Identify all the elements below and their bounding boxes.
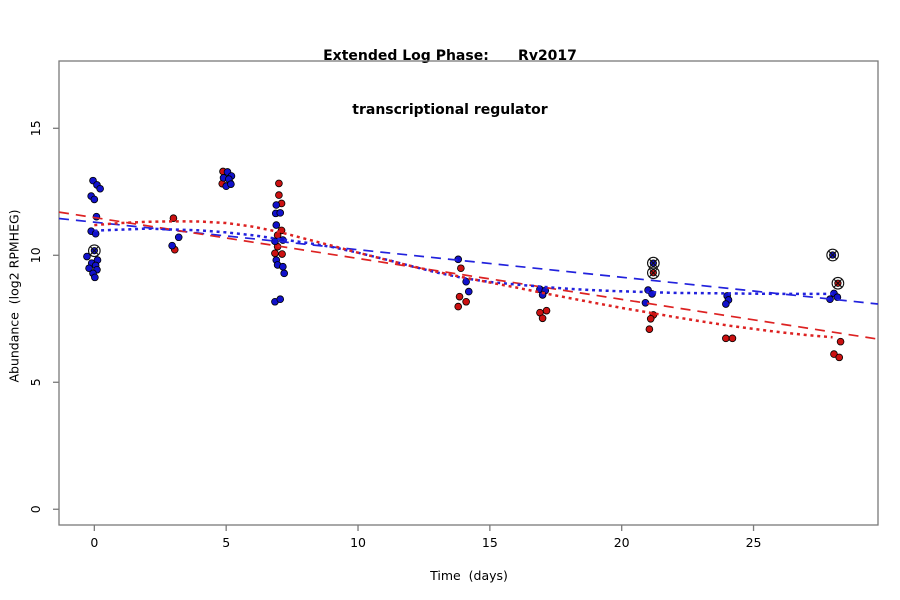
chart-title-line2: transcriptional regulator: [352, 102, 548, 118]
blue-data-point: [85, 264, 93, 273]
flag-circle-icon: [826, 248, 839, 262]
red-data-point: [454, 302, 463, 311]
flag-x-icon: [648, 258, 658, 268]
flag-x-icon: [828, 250, 838, 260]
blue-data-point: [272, 201, 281, 209]
y-tick-label: 10: [28, 247, 43, 263]
red-data-point: [455, 292, 464, 301]
red-dashed-linear-fit: [58, 211, 879, 340]
red-data-point: [275, 191, 283, 199]
blue-data-point: [83, 252, 91, 261]
x-tick-label: 25: [746, 535, 762, 550]
plot-box: [58, 60, 879, 526]
blue-data-point: [276, 295, 285, 304]
red-data-point: [278, 250, 286, 258]
blue-data-point: [168, 241, 176, 250]
flag-circle-icon: [646, 266, 660, 280]
blue-data-point: [90, 195, 99, 204]
y-tick-label: 15: [28, 120, 43, 136]
x-tick-label: 5: [222, 535, 230, 550]
blue-data-point: [272, 221, 281, 229]
red-data-point: [728, 334, 737, 343]
red-data-point: [538, 314, 547, 323]
red-data-point: [646, 314, 655, 323]
blue-data-point: [276, 209, 285, 217]
flag-circle-icon: [87, 244, 101, 258]
flag-x-icon: [89, 246, 99, 256]
x-tick-label: 20: [614, 535, 630, 550]
red-data-point: [275, 179, 283, 188]
red-data-point: [462, 297, 470, 306]
red-dotted-smooth-fit: [94, 220, 833, 339]
flag-circle-icon: [646, 256, 660, 270]
blue-data-point: [464, 287, 473, 296]
red-data-point: [722, 334, 730, 343]
chart-title: Extended Log Phase: Rv2017 transcription…: [0, 11, 900, 155]
red-data-point: [645, 325, 654, 333]
chart-title-line1: Extended Log Phase: Rv2017: [323, 48, 577, 64]
flag-x-icon: [648, 268, 658, 278]
red-data-point: [542, 306, 551, 315]
flag-x-icon: [833, 278, 843, 288]
red-data-point: [836, 337, 845, 346]
blue-data-point: [96, 184, 104, 193]
x-tick-label: 0: [90, 535, 98, 550]
x-tick-label: 15: [482, 535, 498, 550]
flag-circle-icon: [831, 276, 845, 290]
blue-data-point: [174, 233, 183, 242]
red-data-point: [835, 353, 844, 362]
red-data-point: [169, 214, 178, 223]
x-tick-label: 10: [350, 535, 366, 550]
red-data-point: [271, 249, 279, 258]
x-axis-label: Time (days): [430, 568, 508, 583]
y-tick-label: 0: [28, 505, 43, 513]
blue-data-point: [91, 273, 99, 282]
blue-data-point: [279, 262, 287, 271]
blue-data-point: [722, 300, 730, 308]
blue-data-point: [280, 269, 288, 278]
blue-data-point: [227, 180, 235, 188]
red-data-point: [457, 264, 465, 273]
y-tick-label: 5: [28, 378, 43, 386]
